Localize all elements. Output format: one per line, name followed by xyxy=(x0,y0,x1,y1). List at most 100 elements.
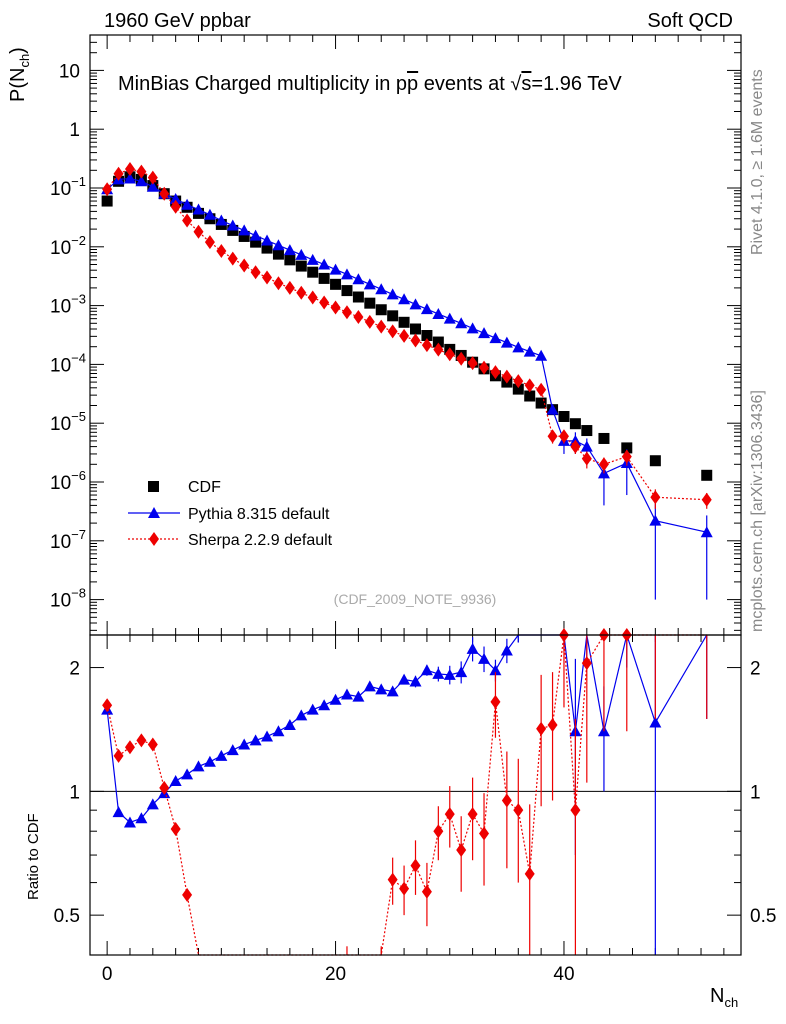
main-pythia-point xyxy=(478,327,491,339)
main-pythia-point xyxy=(238,224,251,236)
legend-cdf-label: CDF xyxy=(188,479,221,496)
ratio-y-axis-label: Ratio to CDF xyxy=(25,813,42,900)
mcplots-label: mcplots.cern.ch [arXiv:1306.3436] xyxy=(749,390,766,632)
main-y-tick-label-exponent: −6 xyxy=(71,468,86,483)
ratio-sherpa-point xyxy=(467,807,478,822)
main-sherpa-point xyxy=(410,333,421,348)
ratio-sherpa-point xyxy=(387,872,398,887)
ratio-pythia-point xyxy=(478,652,491,664)
ratio-pythia-point xyxy=(409,675,422,687)
ratio-sherpa-point xyxy=(113,748,124,763)
main-sherpa-point xyxy=(558,429,569,444)
main-y-tick-label-exponent: −1 xyxy=(71,174,86,189)
main-cdf-point xyxy=(250,236,262,248)
ratio-pythia-point xyxy=(192,760,205,772)
main-pythia-point xyxy=(363,278,376,290)
main-pythia-point xyxy=(181,198,194,210)
main-sherpa-point xyxy=(621,449,632,464)
legend-pythia-label: Pythia 8.315 default xyxy=(188,506,330,523)
ratio-x-tick-label: 20 xyxy=(325,964,346,985)
main-pythia-point xyxy=(283,244,296,256)
main-pythia-point xyxy=(215,214,228,226)
main-y-tick-label-base: 10 xyxy=(50,414,71,435)
main-pythia-point xyxy=(386,288,399,300)
main-pythia-point xyxy=(523,345,536,357)
legend-cdf-marker xyxy=(148,481,159,492)
ratio-pythia-point xyxy=(146,798,159,810)
main-sherpa-point xyxy=(102,182,113,197)
analysis-tag: (CDF_2009_NOTE_9936) xyxy=(334,591,497,607)
main-cdf-point xyxy=(284,254,296,266)
main-pythia-point xyxy=(432,307,445,319)
ratio-pythia-point xyxy=(489,664,502,676)
main-y-axis-label: P(Nch) xyxy=(7,47,32,102)
main-cdf-point xyxy=(295,260,307,272)
main-y-tick-label-base: 10 xyxy=(50,355,71,376)
main-cdf-point xyxy=(318,272,330,284)
main-cdf-point xyxy=(272,248,284,260)
ratio-y-tick-label-right: 1 xyxy=(750,782,761,803)
ratio-y-tick-label-right: 2 xyxy=(750,659,761,680)
main-sherpa-point xyxy=(353,309,364,324)
ratio-frame xyxy=(89,634,742,956)
header-energy-label: 1960 GeV ppbar xyxy=(104,10,251,32)
main-sherpa-point xyxy=(216,243,227,258)
main-pythia-point xyxy=(306,253,319,265)
ratio-pythia-point xyxy=(443,668,456,680)
ratio-sherpa-point xyxy=(501,793,512,808)
main-y-tick-label-base: 10 xyxy=(59,61,80,82)
main-pythia-point xyxy=(546,403,559,415)
ratio-pythia-point xyxy=(169,774,182,786)
main-pythia-point xyxy=(272,239,285,251)
main-sherpa-point xyxy=(136,164,147,179)
ratio-pythia-point xyxy=(261,730,274,742)
main-y-tick-label: 10 xyxy=(59,61,80,82)
main-y-tick-label: 10−2 xyxy=(50,233,86,259)
main-sherpa-point xyxy=(547,429,558,444)
main-y-tick-label-base: 10 xyxy=(50,473,71,494)
main-sherpa-point xyxy=(421,338,432,353)
main-sherpa-point xyxy=(399,328,410,343)
main-cdf-point xyxy=(341,285,353,297)
main-sherpa-point xyxy=(490,365,501,380)
main-pythia-point xyxy=(375,283,388,295)
main-y-tick-label: 10−5 xyxy=(50,409,86,435)
main-y-tick-label-exponent: −8 xyxy=(71,586,86,601)
ratio-sherpa-point xyxy=(147,737,158,752)
main-sherpa-point xyxy=(227,251,238,266)
main-y-tick-label-exponent: −7 xyxy=(71,527,86,542)
main-pythia-point xyxy=(295,248,308,260)
ratio-pythia-point xyxy=(500,644,513,656)
main-pythia-point xyxy=(398,293,411,305)
main-cdf-point xyxy=(307,266,319,278)
ratio-y-tick-label-left: 1 xyxy=(69,782,80,803)
main-y-tick-label: 10−7 xyxy=(50,527,86,553)
main-pythia-point xyxy=(700,526,713,538)
main-y-tick-label: 10−6 xyxy=(50,468,86,494)
legend-sherpa-marker xyxy=(149,532,159,546)
ratio-sherpa-point xyxy=(479,826,490,841)
ratio-pythia-point xyxy=(135,812,148,824)
ratio-sherpa-point xyxy=(102,698,113,713)
ratio-pythia-point xyxy=(318,699,331,711)
ratio-pythia-point xyxy=(398,673,411,685)
main-sherpa-point xyxy=(296,285,307,300)
ratio-sherpa-point xyxy=(421,884,432,899)
main-pythia-point xyxy=(318,258,331,270)
ratio-pythia-point xyxy=(272,725,285,737)
ratio-pythia-point xyxy=(432,667,445,679)
header-category-label: Soft QCD xyxy=(647,10,733,32)
main-cdf-point xyxy=(387,310,399,322)
main-sherpa-point xyxy=(467,356,478,371)
main-cdf-point xyxy=(330,278,342,290)
ratio-pythia-point xyxy=(123,816,136,828)
main-y-tick-label-exponent: −3 xyxy=(71,292,86,307)
main-cdf-point xyxy=(558,410,570,422)
ratio-pythia-point xyxy=(386,685,399,697)
main-sherpa-point xyxy=(124,162,135,177)
main-pythia-point xyxy=(535,349,548,361)
ratio-sherpa-point xyxy=(513,803,524,818)
main-y-tick-label: 1 xyxy=(69,120,80,141)
chart-title: MinBias Charged multiplicity in pp event… xyxy=(118,73,622,95)
